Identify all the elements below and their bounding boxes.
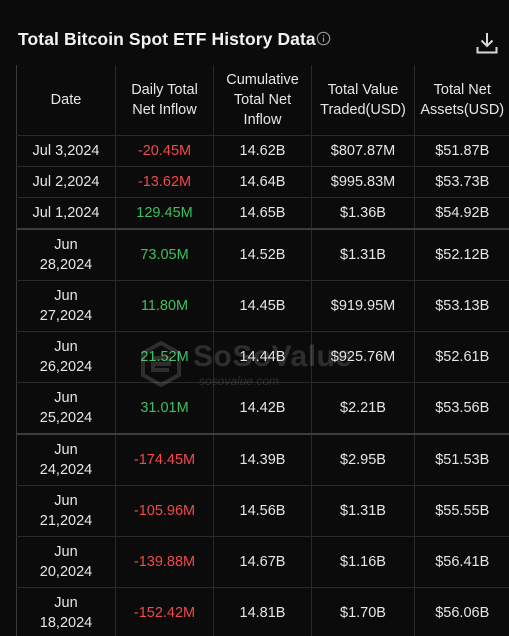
cell-cumulative-inflow: 14.65B xyxy=(213,197,312,230)
table-row[interactable]: Jun 18,2024 -152.42M 14.81B $1.70B $56.06B xyxy=(16,587,509,636)
table-header-row: Date Daily Total Net Inflow Cumulative T… xyxy=(16,65,509,136)
cell-value-traded: $2.21B xyxy=(311,382,415,435)
cell-net-assets: $55.55B xyxy=(414,485,509,537)
history-table: Date Daily Total Net Inflow Cumulative T… xyxy=(16,65,509,636)
cell-date: Jun 24,2024 xyxy=(16,434,116,486)
cell-net-assets: $51.53B xyxy=(414,434,509,486)
table-row[interactable]: Jul 1,2024 129.45M 14.65B $1.36B $54.92B xyxy=(16,197,509,230)
cell-date: Jul 3,2024 xyxy=(16,135,116,167)
cell-cumulative-inflow: 14.42B xyxy=(213,382,312,435)
cell-value-traded: $2.95B xyxy=(311,434,415,486)
column-header-cumulative-inflow[interactable]: Cumulative Total Net Inflow xyxy=(213,65,312,136)
cell-net-assets: $51.87B xyxy=(414,135,509,167)
cell-daily-inflow: -105.96M xyxy=(115,485,214,537)
cell-daily-inflow: -139.88M xyxy=(115,536,214,588)
cell-net-assets: $53.73B xyxy=(414,166,509,198)
info-icon[interactable] xyxy=(316,31,331,46)
cell-net-assets: $52.12B xyxy=(414,229,509,281)
cell-value-traded: $1.36B xyxy=(311,197,415,230)
table-row[interactable]: Jun 20,2024 -139.88M 14.67B $1.16B $56.41B xyxy=(16,536,509,588)
cell-net-assets: $56.06B xyxy=(414,587,509,636)
column-header-date[interactable]: Date xyxy=(16,65,116,136)
history-table-container[interactable]: Date Daily Total Net Inflow Cumulative T… xyxy=(16,65,509,636)
cell-cumulative-inflow: 14.45B xyxy=(213,280,312,332)
cell-date: Jun 25,2024 xyxy=(16,382,116,435)
cell-cumulative-inflow: 14.64B xyxy=(213,166,312,198)
cell-net-assets: $53.56B xyxy=(414,382,509,435)
cell-date: Jun 18,2024 xyxy=(16,587,116,636)
cell-cumulative-inflow: 14.39B xyxy=(213,434,312,486)
cell-net-assets: $54.92B xyxy=(414,197,509,230)
column-header-value-traded[interactable]: Total Value Traded(USD) xyxy=(311,65,415,136)
cell-value-traded: $1.16B xyxy=(311,536,415,588)
panel-header: Total Bitcoin Spot ETF History Data xyxy=(0,0,509,64)
cell-date: Jul 2,2024 xyxy=(16,166,116,198)
table-row[interactable]: Jun 27,2024 11.80M 14.45B $919.95M $53.13B xyxy=(16,280,509,332)
cell-daily-inflow: -13.62M xyxy=(115,166,214,198)
cell-daily-inflow: -20.45M xyxy=(115,135,214,167)
cell-daily-inflow: 129.45M xyxy=(115,197,214,230)
table-row[interactable]: Jul 3,2024 -20.45M 14.62B $807.87M $51.87B xyxy=(16,135,509,167)
cell-date: Jun 21,2024 xyxy=(16,485,116,537)
cell-value-traded: $1.31B xyxy=(311,229,415,281)
cell-daily-inflow: -152.42M xyxy=(115,587,214,636)
cell-daily-inflow: 73.05M xyxy=(115,229,214,281)
cell-value-traded: $919.95M xyxy=(311,280,415,332)
cell-value-traded: $925.76M xyxy=(311,331,415,383)
table-row[interactable]: Jun 26,2024 21.52M 14.44B $925.76M $52.61B xyxy=(16,331,509,383)
table-row[interactable]: Jun 25,2024 31.01M 14.42B $2.21B $53.56B xyxy=(16,382,509,435)
cell-cumulative-inflow: 14.44B xyxy=(213,331,312,383)
table-row[interactable]: Jun 28,2024 73.05M 14.52B $1.31B $52.12B xyxy=(16,229,509,281)
download-icon[interactable] xyxy=(474,30,500,56)
cell-daily-inflow: 21.52M xyxy=(115,331,214,383)
cell-cumulative-inflow: 14.67B xyxy=(213,536,312,588)
cell-date: Jun 28,2024 xyxy=(16,229,116,281)
cell-date: Jun 26,2024 xyxy=(16,331,116,383)
cell-cumulative-inflow: 14.52B xyxy=(213,229,312,281)
cell-date: Jun 20,2024 xyxy=(16,536,116,588)
panel-title: Total Bitcoin Spot ETF History Data xyxy=(18,29,316,49)
cell-daily-inflow: 31.01M xyxy=(115,382,214,435)
column-header-daily-inflow[interactable]: Daily Total Net Inflow xyxy=(115,65,214,136)
table-row[interactable]: Jun 21,2024 -105.96M 14.56B $1.31B $55.55B xyxy=(16,485,509,537)
cell-daily-inflow: -174.45M xyxy=(115,434,214,486)
cell-net-assets: $53.13B xyxy=(414,280,509,332)
cell-daily-inflow: 11.80M xyxy=(115,280,214,332)
cell-net-assets: $52.61B xyxy=(414,331,509,383)
cell-value-traded: $1.70B xyxy=(311,587,415,636)
cell-value-traded: $995.83M xyxy=(311,166,415,198)
cell-date: Jul 1,2024 xyxy=(16,197,116,230)
cell-net-assets: $56.41B xyxy=(414,536,509,588)
cell-date: Jun 27,2024 xyxy=(16,280,116,332)
cell-cumulative-inflow: 14.56B xyxy=(213,485,312,537)
cell-cumulative-inflow: 14.81B xyxy=(213,587,312,636)
table-row[interactable]: Jul 2,2024 -13.62M 14.64B $995.83M $53.73B xyxy=(16,166,509,198)
column-header-net-assets[interactable]: Total Net Assets(USD) xyxy=(414,65,509,136)
table-row[interactable]: Jun 24,2024 -174.45M 14.39B $2.95B $51.53B xyxy=(16,434,509,486)
cell-cumulative-inflow: 14.62B xyxy=(213,135,312,167)
cell-value-traded: $807.87M xyxy=(311,135,415,167)
cell-value-traded: $1.31B xyxy=(311,485,415,537)
